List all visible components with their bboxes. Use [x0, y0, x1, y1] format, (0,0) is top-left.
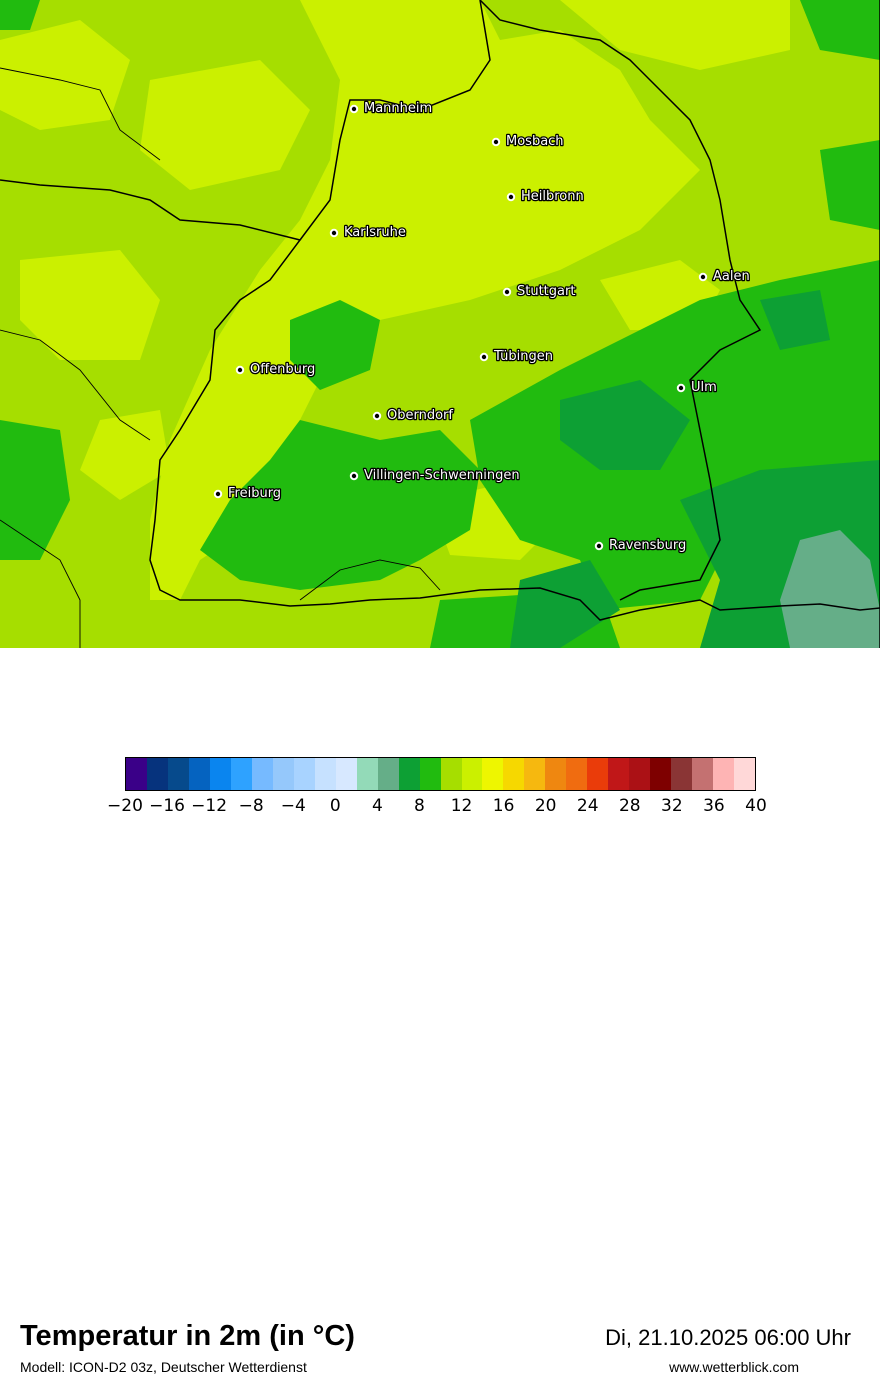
- city-label: Villingen-Schwenningen: [364, 468, 520, 483]
- city-marker-mannheim: Mannheim: [349, 100, 433, 117]
- city-dot: [594, 541, 604, 551]
- color-scale-swatch: [692, 758, 714, 790]
- color-scale-tick-label: 8: [414, 796, 425, 816]
- city-dot: [235, 365, 245, 375]
- color-scale-swatch: [356, 758, 378, 790]
- city-label: Freiburg: [228, 486, 281, 501]
- city-label: Offenburg: [250, 362, 315, 377]
- color-scale-tick-label: −12: [191, 796, 228, 816]
- city-dot: [329, 228, 339, 238]
- color-scale-tick-label: 0: [329, 796, 341, 816]
- city-dot: [676, 383, 686, 393]
- city-marker-villingen-schwenningen: Villingen-Schwenningen: [349, 467, 521, 484]
- color-scale-swatch: [440, 758, 462, 790]
- color-scale-swatch: [545, 758, 567, 790]
- border-lines: [0, 0, 880, 648]
- city-dot: [506, 192, 516, 202]
- city-label: Aalen: [713, 269, 750, 284]
- color-scale-swatch: [230, 758, 252, 790]
- city-label: Stuttgart: [517, 284, 575, 299]
- color-scale-swatch: [335, 758, 357, 790]
- color-scale-ticks: −20 −16 −12 −8 −4 0 4 8 12 16 20 24 28 32 36 40: [0, 792, 880, 822]
- color-scale-swatch: [188, 758, 210, 790]
- color-scale-swatch: [503, 758, 525, 790]
- city-label: Ravensburg: [609, 538, 686, 553]
- color-scale-tick-label: 20: [534, 796, 557, 816]
- city-marker-heilbronn: Heilbronn: [506, 188, 585, 205]
- city-label: Oberndorf: [387, 408, 453, 423]
- city-marker-oberndorf: Oberndorf: [372, 407, 455, 424]
- color-scale-swatch: [566, 758, 588, 790]
- map-canvas: Mannheim Mosbach Heilbronn Karlsruhe Aalen St…: [0, 0, 880, 648]
- color-scale-tick-label: 24: [576, 796, 599, 816]
- city-marker-offenburg: Offenburg: [235, 361, 317, 378]
- city-dot: [213, 489, 223, 499]
- city-marker-stuttgart: Stuttgart: [502, 283, 577, 300]
- color-scale-swatch: [524, 758, 546, 790]
- color-scale-swatch: [461, 758, 483, 790]
- color-scale-swatch: [377, 758, 399, 790]
- city-label: Mosbach: [506, 134, 564, 149]
- city-marker-tübingen: Tübingen: [479, 348, 554, 365]
- city-marker-karlsruhe: Karlsruhe: [329, 224, 407, 241]
- region-lines: [0, 67, 441, 648]
- color-scale-tick-label: 28: [618, 796, 641, 816]
- color-scale-swatch: [608, 758, 630, 790]
- color-scale-tick-label: −4: [280, 796, 306, 816]
- city-marker-ravensburg: Ravensburg: [594, 537, 688, 554]
- city-dot: [502, 287, 512, 297]
- color-scale-swatch: [251, 758, 273, 790]
- color-scale-swatch: [734, 758, 756, 790]
- temperature-fields: [0, 0, 880, 648]
- color-scale-tick-label: 36: [703, 796, 725, 816]
- color-scale-tick-label: 40: [745, 796, 767, 816]
- city-label: Mannheim: [364, 101, 432, 116]
- city-marker-ulm: Ulm: [676, 379, 718, 396]
- city-dot: [491, 137, 501, 147]
- city-dot: [479, 352, 489, 362]
- city-label: Heilbronn: [521, 189, 584, 204]
- color-scale-swatch: [629, 758, 651, 790]
- color-scale-swatch: [126, 758, 147, 790]
- color-scale-swatch: [671, 758, 693, 790]
- city-label: Karlsruhe: [344, 225, 406, 240]
- color-scale-tick-label: 4: [371, 796, 383, 816]
- color-scale-bar: [125, 757, 756, 791]
- color-scale-swatch: [713, 758, 735, 790]
- color-scale-swatch: [587, 758, 609, 790]
- website-link[interactable]: www.wetterblick.com: [669, 1359, 799, 1375]
- city-dot: [372, 411, 382, 421]
- color-scale-swatch: [209, 758, 231, 790]
- city-dot: [698, 272, 708, 282]
- color-scale-tick-label: −16: [149, 796, 186, 816]
- city-markers: Mannheim Mosbach Heilbronn Karlsruhe Aalen St…: [213, 100, 751, 554]
- color-scale-swatch: [419, 758, 441, 790]
- color-scale-swatch: [293, 758, 315, 790]
- city-marker-aalen: Aalen: [698, 268, 751, 285]
- model-source-text: Modell: ICON-D2 03z, Deutscher Wetterdie…: [20, 1359, 307, 1375]
- color-scale-tick-label: 12: [450, 796, 473, 816]
- color-scale-swatch: [482, 758, 504, 790]
- color-scale-tick-label: −8: [238, 796, 264, 816]
- city-marker-mosbach: Mosbach: [491, 133, 565, 150]
- color-scale-swatch: [650, 758, 672, 790]
- map-title: Temperatur in 2m (in °C): [20, 1320, 355, 1352]
- city-dot: [349, 104, 359, 114]
- temperature-map: Mannheim Mosbach Heilbronn Karlsruhe Aalen St…: [0, 0, 880, 648]
- color-scale-tick-label: 32: [661, 796, 683, 816]
- color-scale-swatch: [167, 758, 189, 790]
- color-scale-tick-label: 16: [492, 796, 515, 816]
- color-scale-swatch: [314, 758, 336, 790]
- valid-time: Di, 21.10.2025 06:00 Uhr: [605, 1325, 851, 1350]
- city-label: Tübingen: [493, 349, 553, 364]
- color-scale-tick-label: −20: [107, 796, 143, 816]
- color-scale-swatch: [272, 758, 294, 790]
- city-dot: [349, 471, 359, 481]
- city-marker-freiburg: Freiburg: [213, 485, 282, 502]
- city-label: Ulm: [691, 380, 717, 395]
- color-scale-swatch: [398, 758, 420, 790]
- color-scale-swatch: [146, 758, 168, 790]
